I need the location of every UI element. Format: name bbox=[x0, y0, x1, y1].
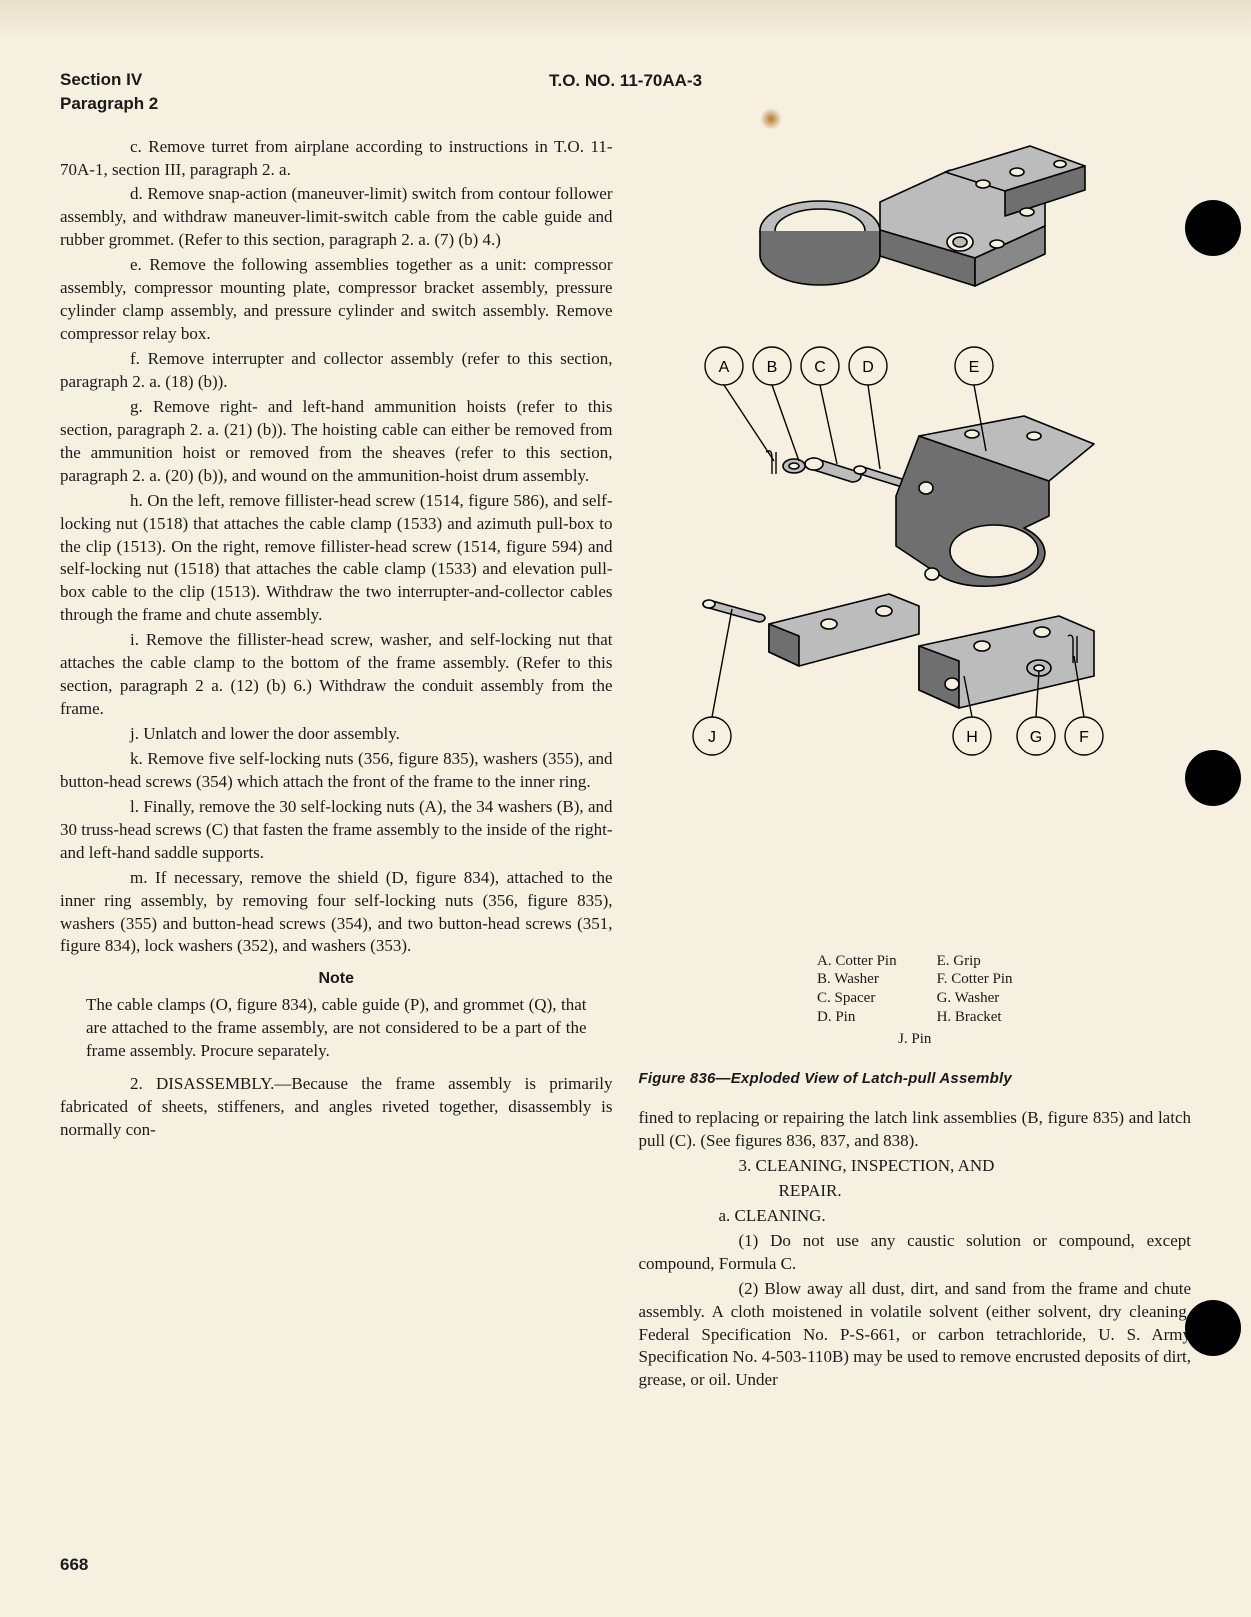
para-continuation: fined to replacing or repairing the latc… bbox=[639, 1107, 1192, 1153]
callout-label-g: G bbox=[1029, 729, 1041, 746]
part-f: F. Cotter Pin bbox=[937, 970, 1013, 989]
para-g: g. Remove right- and left-hand ammunitio… bbox=[60, 396, 613, 488]
callout-label-j: J bbox=[708, 729, 716, 746]
figure-caption: Figure 836—Exploded View of Latch-pull A… bbox=[639, 1069, 1192, 1089]
part-e: E. Grip bbox=[937, 952, 1013, 971]
to-number: T.O. NO. 11-70AA-3 bbox=[270, 68, 981, 116]
subpara-1: (1) Do not use any caustic solution or c… bbox=[639, 1230, 1192, 1276]
part-b: B. Washer bbox=[817, 970, 897, 989]
binder-hole bbox=[1185, 750, 1241, 806]
note-header: Note bbox=[60, 968, 613, 990]
para-c: c. Remove turret from airplane according… bbox=[60, 136, 613, 182]
left-column: c. Remove turret from airplane according… bbox=[60, 136, 613, 1395]
para-2-disassembly: 2. DISASSEMBLY.—Because the frame assemb… bbox=[60, 1073, 613, 1142]
page-header: Section IV Paragraph 2 T.O. NO. 11-70AA-… bbox=[60, 68, 1191, 116]
callout-label-f: F bbox=[1079, 729, 1089, 746]
callout-label-b: B bbox=[766, 359, 777, 376]
part-d: D. Pin bbox=[817, 1008, 897, 1027]
right-column: A B C D E J H G F A. Cotter Pin B. Washer C. Spa… bbox=[639, 136, 1192, 1395]
parts-legend: A. Cotter Pin B. Washer C. Spacer D. Pin… bbox=[639, 952, 1192, 1027]
figure-top-assembly bbox=[639, 136, 1192, 336]
stain-spot bbox=[760, 108, 782, 130]
callout-label-e: E bbox=[968, 359, 979, 376]
para-k: k. Remove five self-locking nuts (356, f… bbox=[60, 748, 613, 794]
para-3-heading: 3. CLEANING, INSPECTION, AND bbox=[639, 1155, 1192, 1178]
section-line: Section IV bbox=[60, 68, 270, 92]
binder-hole bbox=[1185, 1300, 1241, 1356]
para-l: l. Finally, remove the 30 self-locking n… bbox=[60, 796, 613, 865]
para-j: j. Unlatch and lower the door assembly. bbox=[60, 723, 613, 746]
figure-836-diagram: A B C D E J H G F bbox=[639, 336, 1192, 946]
note-text: The cable clamps (O, figure 834), cable … bbox=[86, 994, 587, 1063]
para-i: i. Remove the fillister-head screw, wash… bbox=[60, 629, 613, 721]
para-3-heading2: REPAIR. bbox=[639, 1180, 1192, 1203]
part-j: J. Pin bbox=[639, 1029, 1192, 1049]
part-a: A. Cotter Pin bbox=[817, 952, 897, 971]
para-e: e. Remove the following assemblies toget… bbox=[60, 254, 613, 346]
subpara-a: a. CLEANING. bbox=[639, 1205, 1192, 1228]
part-c: C. Spacer bbox=[817, 989, 897, 1008]
part-g: G. Washer bbox=[937, 989, 1013, 1008]
note-body: The cable clamps (O, figure 834), cable … bbox=[60, 994, 613, 1063]
callout-label-a: A bbox=[718, 359, 729, 376]
subpara-2: (2) Blow away all dust, dirt, and sand f… bbox=[639, 1278, 1192, 1393]
para-m: m. If necessary, remove the shield (D, f… bbox=[60, 867, 613, 959]
para-h: h. On the left, remove fillister-head sc… bbox=[60, 490, 613, 628]
section-paragraph: Section IV Paragraph 2 bbox=[60, 68, 270, 116]
callout-label-h: H bbox=[966, 729, 978, 746]
callout-label-d: D bbox=[862, 359, 874, 376]
callout-label-c: C bbox=[814, 359, 826, 376]
page-number: 668 bbox=[60, 1554, 88, 1577]
para-f: f. Remove interrupter and collector asse… bbox=[60, 348, 613, 394]
para-d: d. Remove snap-action (maneuver-limit) s… bbox=[60, 183, 613, 252]
binder-hole bbox=[1185, 200, 1241, 256]
paragraph-line: Paragraph 2 bbox=[60, 92, 270, 116]
part-h: H. Bracket bbox=[937, 1008, 1013, 1027]
